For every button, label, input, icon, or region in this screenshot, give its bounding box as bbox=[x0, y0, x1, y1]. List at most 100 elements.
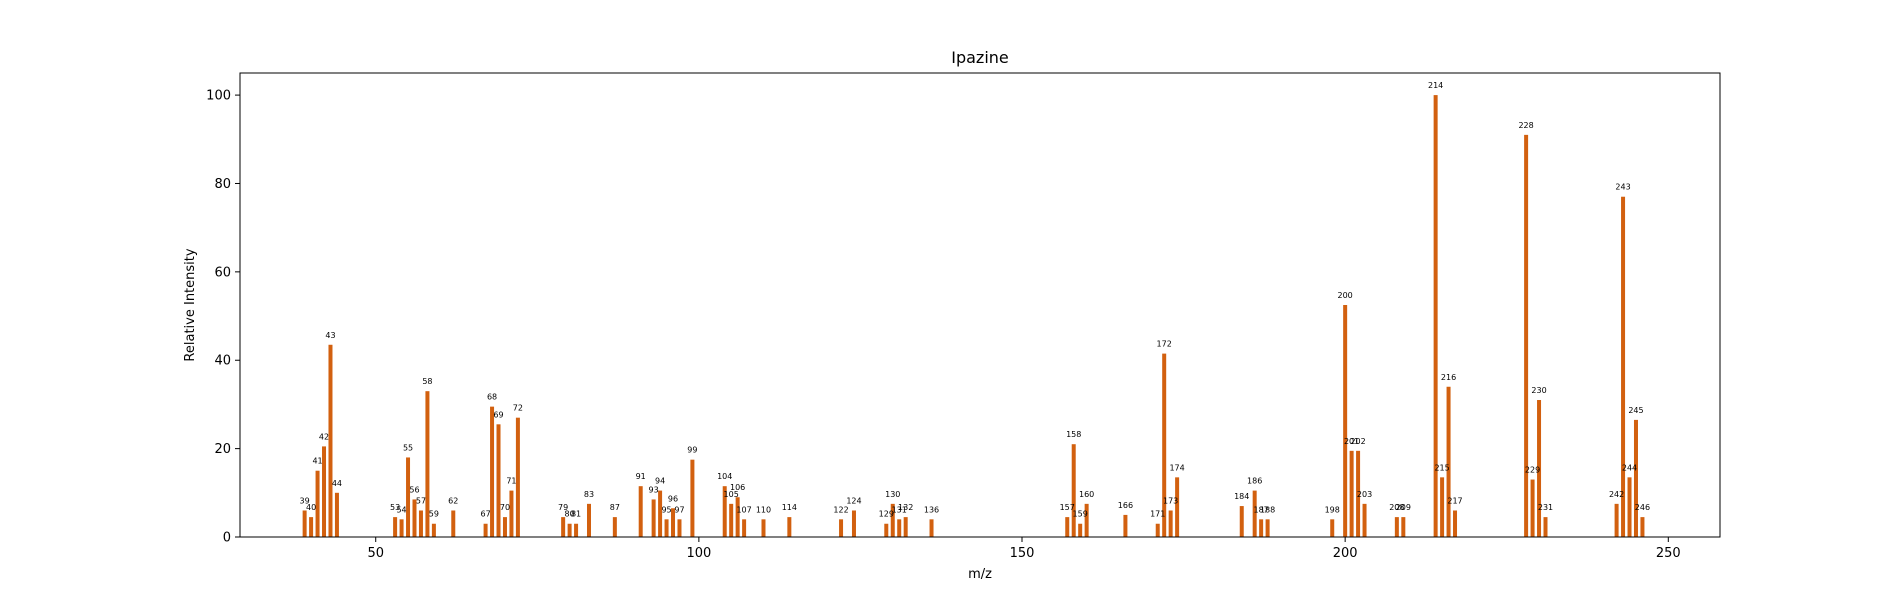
x-tick-label: 50 bbox=[367, 546, 384, 561]
peak-label: 41 bbox=[312, 457, 322, 466]
peak-bar bbox=[567, 523, 572, 537]
peak-label: 43 bbox=[325, 331, 335, 340]
peak-bar bbox=[1633, 419, 1638, 537]
peak-label: 174 bbox=[1169, 463, 1184, 472]
peak-bar bbox=[315, 470, 320, 537]
peak-bar bbox=[787, 517, 792, 537]
peak-label: 202 bbox=[1350, 437, 1365, 446]
peak-bar bbox=[393, 517, 398, 537]
peak-bar bbox=[1162, 353, 1167, 537]
peak-label: 246 bbox=[1635, 503, 1650, 512]
peak-label: 97 bbox=[674, 505, 684, 514]
peak-bar bbox=[1627, 477, 1632, 537]
y-tick-label: 40 bbox=[214, 354, 231, 369]
peak-label: 229 bbox=[1525, 466, 1540, 475]
peak-bar bbox=[1239, 506, 1244, 537]
peak-bar bbox=[515, 417, 520, 537]
y-axis-label: Relative Intensity bbox=[183, 248, 198, 361]
peak-label: 56 bbox=[409, 485, 419, 494]
peak-label: 122 bbox=[833, 505, 848, 514]
peak-bar bbox=[328, 344, 333, 537]
peak-bar bbox=[302, 510, 307, 537]
peak-label: 198 bbox=[1325, 505, 1340, 514]
peak-label: 188 bbox=[1260, 505, 1275, 514]
peak-bar bbox=[1175, 477, 1180, 537]
peak-label: 209 bbox=[1396, 503, 1411, 512]
peak-label: 242 bbox=[1609, 490, 1624, 499]
peak-bar bbox=[1123, 514, 1128, 537]
peak-label: 172 bbox=[1157, 340, 1172, 349]
peak-label: 39 bbox=[300, 496, 310, 505]
peak-bar bbox=[574, 523, 579, 537]
x-axis-label: m/z bbox=[968, 567, 992, 582]
peak-bar bbox=[722, 486, 727, 537]
peak-bar bbox=[406, 457, 411, 537]
peak-label: 42 bbox=[319, 432, 329, 441]
peak-bar bbox=[664, 519, 669, 537]
peak-label: 67 bbox=[480, 510, 490, 519]
peak-label: 132 bbox=[898, 503, 913, 512]
peak-bar bbox=[1453, 510, 1458, 537]
peak-label: 157 bbox=[1060, 503, 1075, 512]
peak-bar bbox=[658, 490, 663, 537]
x-tick-label: 250 bbox=[1656, 546, 1681, 561]
peak-label: 79 bbox=[558, 503, 568, 512]
peak-bar bbox=[496, 424, 501, 537]
peak-label: 131 bbox=[892, 505, 907, 514]
peak-label: 58 bbox=[422, 377, 432, 386]
peak-bar bbox=[1621, 196, 1626, 537]
peak-label: 81 bbox=[571, 510, 581, 519]
peak-bar bbox=[638, 486, 643, 537]
peak-bar bbox=[761, 519, 766, 537]
peak-bar bbox=[1401, 517, 1406, 537]
peak-label: 105 bbox=[724, 490, 739, 499]
peak-label: 54 bbox=[396, 505, 406, 514]
peak-bar bbox=[1065, 517, 1070, 537]
peak-label: 71 bbox=[506, 477, 516, 486]
peak-bar bbox=[690, 459, 695, 537]
peak-label: 245 bbox=[1628, 406, 1643, 415]
peak-label: 91 bbox=[636, 472, 646, 481]
peak-label: 136 bbox=[924, 505, 939, 514]
x-tick-label: 200 bbox=[1333, 546, 1358, 561]
peak-bar bbox=[1433, 95, 1438, 537]
peak-label: 158 bbox=[1066, 430, 1081, 439]
peak-bar bbox=[483, 523, 488, 537]
y-tick-label: 20 bbox=[214, 442, 231, 457]
peak-label: 59 bbox=[429, 510, 439, 519]
peak-label: 55 bbox=[403, 443, 413, 452]
peak-bar bbox=[651, 499, 656, 537]
peak-label: 80 bbox=[565, 510, 575, 519]
peak-bar bbox=[903, 517, 908, 537]
peak-bar bbox=[742, 519, 747, 537]
peak-label: 57 bbox=[416, 496, 426, 505]
peak-bar bbox=[1356, 450, 1361, 537]
x-tick-label: 100 bbox=[686, 546, 711, 561]
peak-bar bbox=[1343, 305, 1348, 537]
peak-bar bbox=[1265, 519, 1270, 537]
peak-label: 129 bbox=[879, 510, 894, 519]
peak-label: 95 bbox=[661, 505, 671, 514]
peak-label: 70 bbox=[500, 503, 510, 512]
peak-label: 99 bbox=[687, 446, 697, 455]
peak-bar bbox=[502, 517, 507, 537]
peak-label: 173 bbox=[1163, 496, 1178, 505]
peak-bar bbox=[897, 519, 902, 537]
peak-bar bbox=[1078, 523, 1083, 537]
peak-bar bbox=[509, 490, 514, 537]
peak-bar bbox=[1084, 503, 1089, 537]
peak-bar bbox=[1446, 386, 1451, 537]
peak-label: 184 bbox=[1234, 492, 1249, 501]
peak-bar bbox=[1071, 444, 1076, 537]
peak-label: 171 bbox=[1150, 510, 1165, 519]
y-tick-label: 0 bbox=[223, 531, 231, 546]
peak-bar bbox=[1640, 517, 1645, 537]
peak-bar bbox=[884, 523, 889, 537]
peak-bar bbox=[1530, 479, 1535, 537]
peak-label: 160 bbox=[1079, 490, 1094, 499]
peak-bar bbox=[1362, 503, 1367, 537]
peak-bar bbox=[1614, 503, 1619, 537]
peak-bar bbox=[839, 519, 844, 537]
peak-bar bbox=[431, 523, 436, 537]
